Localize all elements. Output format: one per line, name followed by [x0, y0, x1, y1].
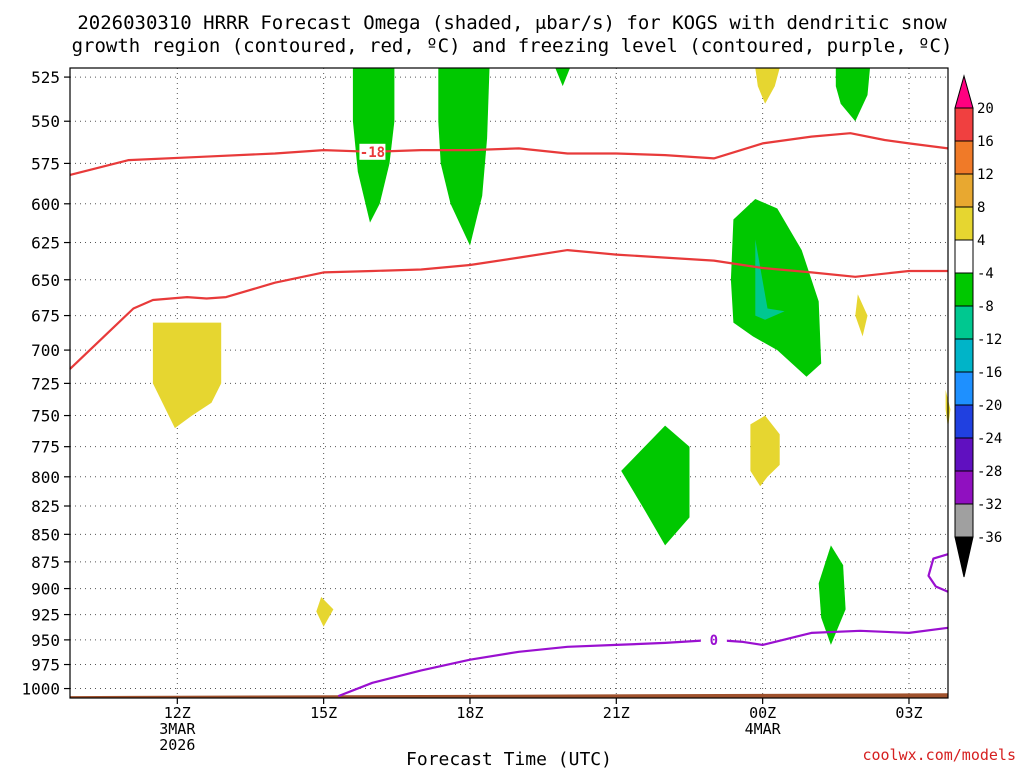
colorbar: 20 16 12 8 4 -4 -8 -12 -16 -20 -24 -28 -32 -36	[954, 74, 1002, 578]
y-tick-label-975: 975	[31, 656, 60, 675]
colorbar-label-12: -28	[977, 464, 1002, 480]
omega-region-14	[818, 545, 846, 645]
dendritic-contour-2	[69, 249, 948, 370]
omega-region-13	[316, 597, 334, 627]
x-tick-label-15-1: 15Z	[310, 704, 337, 722]
y-tick-label-900: 900	[31, 580, 60, 599]
x-tick-label-12-2: 3MAR	[159, 720, 196, 738]
dendritic-contour-label-bg-1	[359, 143, 386, 160]
x-tick-label-12-1: 12Z	[164, 704, 191, 722]
colorbar-label-5: 4	[977, 233, 985, 249]
x-tick-label-27-1: 03Z	[895, 704, 922, 722]
colorbar-label-8: -12	[977, 332, 1002, 348]
y-tick-label-550: 550	[31, 112, 60, 131]
y-tick-label-650: 650	[31, 271, 60, 290]
y-tick-label-775: 775	[31, 438, 60, 457]
colorbar-label-4: 8	[977, 200, 985, 216]
y-tick-label-675: 675	[31, 307, 60, 326]
site-credit: coolwx.com/models	[862, 746, 1016, 764]
y-tick-label-625: 625	[31, 234, 60, 253]
colorbar-segment-1	[954, 107, 974, 142]
freezing-contour-label-bg-1	[700, 631, 727, 648]
colorbar-segment-6	[954, 272, 974, 307]
y-tick-label-850: 850	[31, 525, 60, 544]
colorbar-label-9: -16	[977, 365, 1002, 381]
colorbar-label-2: 16	[977, 134, 994, 150]
colorbar-label-3: 12	[977, 167, 994, 183]
colorbar-label-13: -32	[977, 497, 1002, 513]
omega-region-9	[152, 322, 222, 429]
colorbar-segment-4	[954, 206, 974, 241]
dendritic-contour-label-1: -18	[360, 145, 385, 161]
colorbar-segment-11	[954, 437, 974, 472]
y-axis: 525 550 575 600 625 650 675 700 725 750 775 800 825 8…	[21, 68, 70, 699]
omega-region-11	[750, 415, 780, 487]
terrain-ground	[70, 693, 948, 698]
colorbar-segment-5	[954, 239, 974, 274]
x-axis-label: Forecast Time (UTC)	[406, 749, 612, 768]
chart-title-line-1: 2026030310 HRRR Forecast Omega (shaded, …	[77, 12, 947, 34]
omega-region-6	[730, 199, 822, 377]
colorbar-label-10: -20	[977, 398, 1002, 414]
y-tick-label-525: 525	[31, 68, 60, 87]
colorbar-label-11: -24	[977, 431, 1002, 447]
omega-region-3	[555, 68, 570, 87]
omega-region-2	[438, 68, 490, 246]
colorbar-segment-9	[954, 371, 974, 406]
colorbar-segment-7	[954, 305, 974, 340]
x-tick-label-24-2: 4MAR	[745, 720, 782, 738]
y-tick-label-600: 600	[31, 195, 60, 214]
x-tick-label-12-3: 2026	[159, 736, 195, 754]
omega-region-4	[755, 68, 780, 104]
freezing-contour-label-1: 0	[710, 633, 718, 649]
freezing-contour-1	[337, 626, 949, 698]
y-tick-label-875: 875	[31, 553, 60, 572]
colorbar-label-7: -8	[977, 299, 994, 315]
y-tick-label-750: 750	[31, 407, 60, 426]
y-tick-label-725: 725	[31, 374, 60, 393]
omega-region-8	[855, 294, 868, 337]
y-tick-label-1000: 1000	[21, 680, 60, 699]
colorbar-label-1: 20	[977, 101, 994, 117]
y-tick-label-825: 825	[31, 497, 60, 516]
omega-region-7	[755, 239, 785, 320]
y-tick-label-800: 800	[31, 468, 60, 487]
colorbar-segment-8	[954, 338, 974, 373]
colorbar-segment-12	[954, 470, 974, 505]
colorbar-label-14: -36	[977, 530, 1002, 546]
colorbar-label-6: -4	[977, 266, 994, 282]
terrain-layer	[70, 693, 948, 698]
colorbar-bottom-arrow	[954, 536, 974, 578]
omega-region-12	[621, 425, 690, 546]
x-tick-label-21-1: 21Z	[603, 704, 630, 722]
omega-region-5	[835, 68, 870, 122]
x-tick-label-18-1: 18Z	[456, 704, 483, 722]
colorbar-segment-10	[954, 404, 974, 439]
omega-shaded-regions	[152, 68, 951, 645]
freezing-contour-2	[927, 553, 949, 593]
temperature-contours: -18 0	[69, 132, 949, 698]
y-tick-label-575: 575	[31, 154, 60, 173]
y-tick-label-700: 700	[31, 341, 60, 360]
x-tick-label-24-1: 00Z	[749, 704, 776, 722]
colorbar-segment-3	[954, 173, 974, 208]
y-tick-label-950: 950	[31, 631, 60, 650]
dendritic-contour-1	[69, 132, 949, 176]
y-tick-label-925: 925	[31, 606, 60, 625]
colorbar-segment-2	[954, 140, 974, 175]
colorbar-segment-13	[954, 503, 974, 538]
chart-title-line-2: growth region (contoured, red, ºC) and f…	[72, 35, 953, 57]
